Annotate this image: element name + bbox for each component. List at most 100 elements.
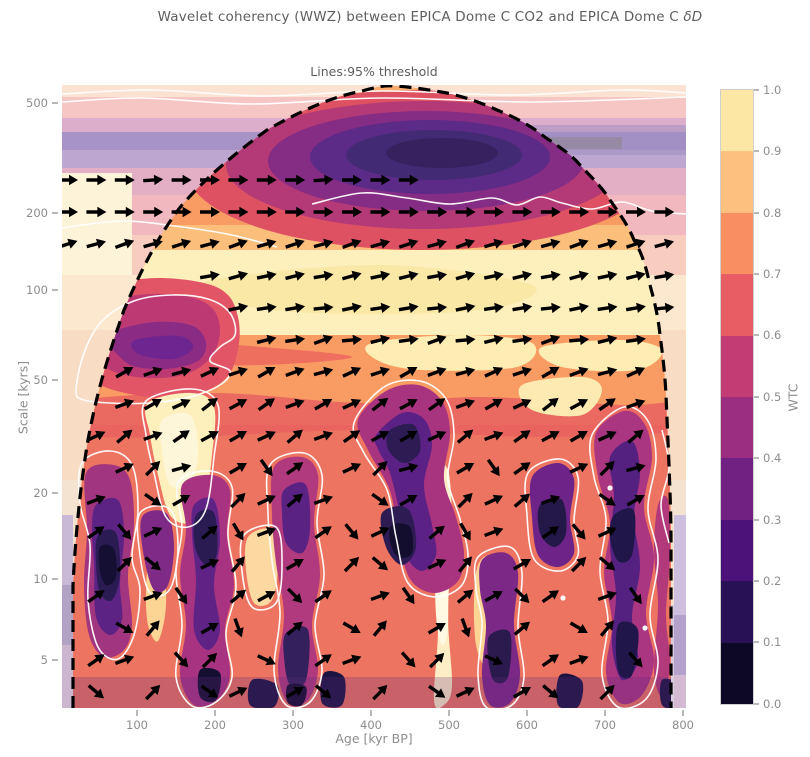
phase-arrow [233,618,244,638]
phase-arrow [512,302,533,313]
phase-arrow [598,492,616,506]
phase-arrow [313,366,334,377]
colorbar-band [721,90,753,152]
colorbar-tick-mark [754,89,759,91]
x-tick-mark [292,710,294,716]
phase-arrow [370,334,391,345]
phase-arrow [483,334,504,345]
phase-arrow [58,174,78,186]
phase-arrow [143,398,162,411]
phase-arrow [200,174,220,186]
colorbar-tick-mark [754,519,759,521]
coherence-blob [538,339,663,372]
phase-arrow [398,334,419,346]
phase-arrow [285,206,306,218]
y-axis-title: Scale [kyrs] [15,360,31,435]
colorbar-band [721,642,753,704]
phase-arrow [597,590,617,602]
x-tick-label: 200 [204,718,226,732]
white-contour [524,458,580,572]
phase-arrow [540,334,561,346]
phase-arrow [314,590,332,604]
phase-arrow [285,686,304,699]
phase-arrow [455,206,476,218]
white-contour [239,524,283,611]
wash-ghost [62,173,132,275]
colorbar-tick-mark [754,703,759,705]
phase-arrow [483,302,504,314]
colorbar-band [721,151,753,213]
phase-arrow [569,430,588,443]
phase-arrow [370,366,390,377]
phase-arrow [399,494,418,507]
coherence-blob [320,670,346,708]
phase-arrow [143,526,163,538]
phase-arrow [171,206,192,218]
phase-arrow [313,302,334,314]
phase-arrow [486,458,500,477]
phase-arrow [200,622,219,635]
phase-arrow [342,462,362,474]
phase-arrow [201,525,218,540]
phase-arrow [257,430,276,442]
phase-arrow [87,526,105,540]
white-contour [75,294,237,405]
colorbar-tick-mark [754,212,759,214]
phase-arrow [172,494,191,507]
phase-arrow [342,206,362,218]
phase-arrow [313,270,334,281]
phase-arrow [428,684,446,698]
phase-arrow [541,654,559,668]
phase-arrow [286,429,303,444]
phase-arrow [228,206,249,218]
colorbar-band [721,274,753,336]
phase-arrow [626,398,646,410]
phase-arrow [627,429,644,444]
phase-arrow [285,398,305,410]
phase-arrow [230,556,245,573]
phase-arrow [372,684,388,701]
x-tick-mark [214,710,216,716]
coherence-blob [479,552,521,708]
phase-arrow [86,206,107,218]
white-contour [61,96,687,105]
wash-ghost [62,645,73,708]
phase-arrow [654,302,675,314]
phase-arrow [625,238,646,249]
phase-arrow [228,686,248,698]
wavelet-coherence-plot [57,84,687,711]
phase-arrow [427,622,446,635]
phase-arrow [455,302,476,313]
phase-arrow [342,621,361,634]
phase-arrow [86,494,106,506]
phase-arrow [370,206,391,218]
phase-arrow [512,366,532,377]
colorbar-tick-mark [754,641,759,643]
phase-arrow [460,618,471,638]
x-axis-title: Age [kyr BP] [335,731,413,746]
phase-arrow [398,174,419,186]
phase-arrow [172,430,190,444]
phase-arrow [228,398,248,411]
x-tick-label: 800 [672,718,694,732]
phase-arrow [199,270,220,281]
phase-arrow [484,430,504,442]
phase-arrow [314,398,333,411]
white-dot [607,485,613,491]
phase-arrow [597,270,618,281]
phase-arrow [257,366,276,379]
phase-arrow [484,366,504,378]
white-contour [61,220,278,248]
colorbar-tick-label: 0.2 [763,574,782,588]
phase-arrow [285,302,306,313]
phase-arrow [456,462,475,475]
phase-arrow [400,651,416,668]
phase-arrow [228,174,249,186]
phase-arrow [171,366,192,377]
x-tick-label: 300 [282,718,304,732]
phase-arrow [228,302,249,313]
y-tick-label: 5 [40,653,48,667]
phase-arrow [455,270,476,281]
phase-arrow [285,366,305,378]
phase-arrow [313,334,333,346]
